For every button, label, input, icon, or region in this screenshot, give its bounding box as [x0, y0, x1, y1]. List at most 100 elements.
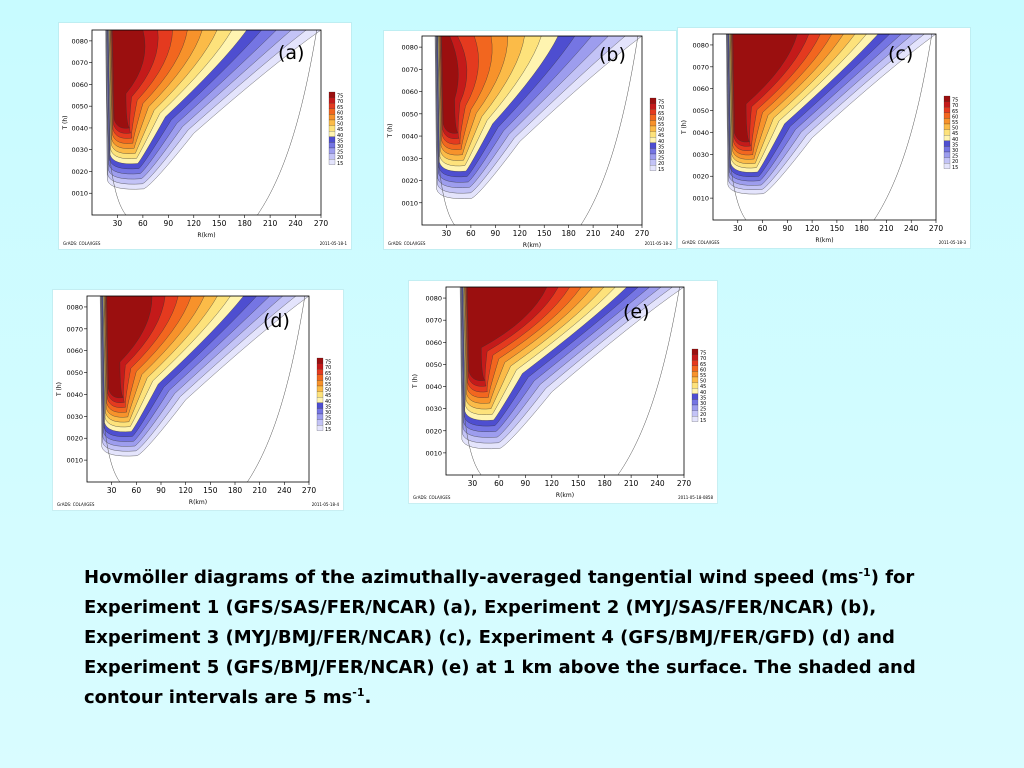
colorbar-label: 50 [952, 126, 958, 132]
x-tick-label: 150 [203, 486, 218, 495]
y-tick-label: 0060 [425, 339, 442, 347]
x-tick-label: 270 [302, 486, 317, 495]
x-axis-label: R(km) [815, 237, 833, 244]
contour-line-inner [100, 296, 121, 482]
colorbar-label: 40 [325, 399, 331, 405]
colorbar-label: 50 [700, 379, 706, 385]
contour-line-inner [460, 287, 482, 475]
colorbar-swatch [649, 131, 657, 138]
colorbar-swatch [943, 146, 951, 153]
panel-label-b: (b) [599, 44, 626, 66]
y-tick-label: 0020 [66, 435, 83, 443]
colorbar-swatch [943, 129, 951, 136]
colorbar-swatch [328, 159, 336, 165]
colorbar-label: 55 [700, 373, 706, 379]
colorbar-label: 65 [952, 109, 958, 115]
colorbar-label: 40 [952, 137, 958, 143]
colorbar-label: 45 [658, 133, 664, 139]
colorbar-label: 15 [658, 167, 664, 173]
hovmoller-chart-e: 30 60 90 120 150 180 210 240 270 0010 0020 0030 0040… [412, 286, 713, 500]
colorbar-swatch [649, 109, 657, 115]
y-axis-label: T (h) [56, 382, 63, 397]
colorbar-label: 35 [700, 395, 706, 401]
x-tick-label: 150 [537, 229, 552, 238]
y-tick-label: 0040 [692, 129, 709, 137]
y-tick-label: 0010 [401, 199, 418, 207]
caption-line-4: Experiment 5 (GFS/BMJ/FER/NCAR) (e) at 1… [84, 657, 916, 678]
y-tick-label: 0080 [66, 303, 83, 311]
plot-frame [712, 33, 937, 221]
colorbar-swatch [328, 136, 336, 143]
colorbar-swatch [316, 397, 324, 403]
y-tick-label: 0070 [66, 325, 83, 333]
colorbar-swatch [691, 360, 699, 366]
y-tick-label: 0070 [425, 317, 442, 325]
colorbar-swatch [328, 142, 336, 149]
colorbar-swatch [316, 408, 324, 415]
contour-line-outer [873, 34, 933, 220]
x-tick-label: 120 [513, 229, 528, 238]
y-tick-label: 0070 [692, 63, 709, 71]
colorbar-label: 45 [325, 393, 331, 399]
caption-line-1: Hovmöller diagrams of the azimuthally-av… [84, 566, 915, 588]
hovmoller-panel-b: 30 60 90 120 150 180 210 240 270 0010 0020 0030 0040… [384, 31, 676, 249]
x-axis-label: R(km) [556, 492, 574, 499]
y-tick-label: 0020 [692, 173, 709, 181]
footer-right: 2011-05-18-0858 [678, 495, 713, 500]
x-tick-label: 270 [314, 219, 329, 228]
x-tick-label: 180 [855, 224, 870, 233]
panel-label-a: (a) [278, 42, 305, 64]
colorbar-swatch [943, 151, 951, 158]
colorbar-label: 70 [952, 103, 958, 109]
hovmoller-panel-c: 30 60 90 120 150 180 210 240 270 0010 0020 0030 0040… [678, 28, 970, 248]
plot-frame [86, 295, 310, 483]
footer-left: GrADS: COLA/IGES [413, 495, 451, 500]
shaded-field [99, 296, 309, 482]
plot-frame [445, 286, 685, 476]
colorbar-swatch [943, 95, 951, 102]
x-tick-label: 210 [879, 224, 894, 233]
x-tick-label: 180 [238, 219, 253, 228]
colorbar-label: 30 [325, 410, 331, 416]
y-tick-label: 0020 [401, 177, 418, 185]
colorbar-swatch [316, 363, 324, 370]
colorbar-label: 75 [658, 100, 664, 106]
hovmoller-chart-c: 30 60 90 120 150 180 210 240 270 0010 0020 0030 0040… [681, 33, 966, 245]
colorbar-label: 45 [337, 127, 343, 133]
contour-line-inner [106, 30, 127, 215]
colorbar-swatch [649, 165, 657, 171]
footer-right: 2011-05-18-2 [645, 241, 673, 246]
colorbar-swatch [691, 404, 699, 411]
footer-left: GrADS: COLA/IGES [682, 240, 720, 245]
x-tick-label: 150 [212, 219, 227, 228]
colorbar-label: 55 [325, 382, 331, 388]
caption-line-5: contour intervals are 5 ms-1. [84, 686, 372, 708]
colorbar-swatch [328, 131, 336, 137]
colorbar-label: 55 [952, 120, 958, 126]
colorbar-swatch [316, 380, 324, 387]
colorbar-label: 75 [952, 98, 958, 104]
x-tick-label: 60 [138, 219, 148, 228]
x-tick-label: 180 [562, 229, 577, 238]
colorbar-swatch [943, 163, 951, 169]
x-tick-label: 90 [156, 486, 166, 495]
x-tick-label: 30 [107, 486, 117, 495]
colorbar-swatch [649, 153, 657, 160]
colorbar-swatch [943, 123, 951, 130]
x-tick-label: 120 [179, 486, 194, 495]
colorbar-swatch [316, 419, 324, 426]
colorbar-label: 25 [700, 407, 706, 413]
colorbar-swatch [316, 374, 324, 381]
colorbar-label: 55 [658, 122, 664, 128]
colorbar-swatch [316, 369, 324, 375]
y-tick-label: 0030 [425, 405, 442, 413]
panel-label-d: (d) [263, 310, 290, 332]
colorbar-swatch [649, 97, 657, 104]
colorbar-swatch [316, 385, 324, 392]
wind-band-75 [441, 36, 459, 134]
colorbar-swatch [328, 147, 336, 154]
colorbar-label: 45 [700, 384, 706, 390]
y-tick-label: 0010 [692, 195, 709, 203]
x-tick-label: 30 [442, 229, 452, 238]
y-axis-label: T (h) [62, 115, 69, 130]
